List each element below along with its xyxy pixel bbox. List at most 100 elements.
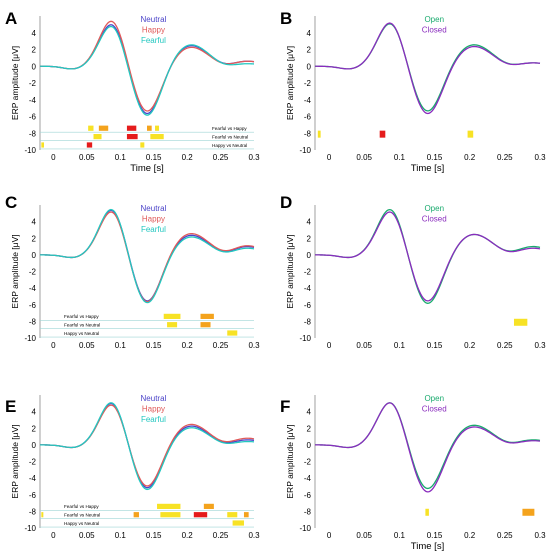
series-line-closed <box>314 22 541 115</box>
series-line-closed <box>315 211 541 302</box>
x-tick-label: 0.05 <box>356 153 372 162</box>
y-axis-label: ERP amplitude [μV] <box>285 424 295 498</box>
y-axis-label: ERP amplitude [μV] <box>285 46 295 120</box>
significance-bar <box>243 512 249 518</box>
x-tick-label: 0.2 <box>182 341 194 350</box>
series-line-open <box>314 23 541 112</box>
significance-bar <box>155 125 160 131</box>
series-line-neutral <box>40 209 255 302</box>
legend-entry: Happy <box>142 215 165 224</box>
y-tick-label: 2 <box>32 234 37 243</box>
significance-bar <box>133 512 139 518</box>
significance-bar <box>86 142 93 148</box>
panel-letter: D <box>280 193 292 212</box>
x-tick-label: 0.1 <box>394 341 406 350</box>
legend-entry: Fearful <box>141 415 166 424</box>
significance-bar <box>157 503 181 509</box>
x-tick-label: 0.15 <box>146 531 162 540</box>
panel-c: C 4 2 0 -2 -4 -6 -8 -10 0 0.05 0.1 0.15 0.2 0.25 0.3 ERP… <box>5 193 260 350</box>
y-tick-label: -10 <box>24 146 36 155</box>
x-tick-label: 0.2 <box>182 531 194 540</box>
y-tick-label: 0 <box>32 62 37 71</box>
y-tick-label: -6 <box>304 491 312 500</box>
y-tick-label: 2 <box>307 424 312 433</box>
y-tick-label: -10 <box>24 524 36 533</box>
legend-entry: Open <box>424 15 444 24</box>
x-axis-label: Time [s] <box>411 163 444 174</box>
y-tick-label: 4 <box>307 408 312 417</box>
significance-bar <box>93 134 102 140</box>
significance-bar <box>200 322 211 328</box>
x-axis-label: Time [s] <box>130 163 163 174</box>
y-tick-label: -8 <box>304 129 312 138</box>
y-tick-label: -6 <box>304 301 312 310</box>
x-axis-label: Time [s] <box>411 541 444 552</box>
panel-f: F 4 2 0 -2 -4 -6 -8 -10 0 0.05 0.1 0.15 0.2 0.25 0.3 Tim… <box>280 394 546 552</box>
x-tick-label: 0.3 <box>248 153 260 162</box>
legend-entry: Open <box>424 204 444 213</box>
y-tick-label: -2 <box>29 268 37 277</box>
significance-bar <box>167 322 178 328</box>
y-tick-label: 4 <box>307 218 312 227</box>
significance-bar <box>150 134 164 140</box>
x-tick-label: 0.3 <box>248 341 260 350</box>
legend-entry: Happy <box>142 405 165 414</box>
y-tick-label: -10 <box>299 334 311 343</box>
significance-bar <box>317 130 321 138</box>
y-tick-label: -2 <box>29 458 37 467</box>
x-tick-label: 0.1 <box>394 153 406 162</box>
x-tick-label: 0.05 <box>79 153 95 162</box>
significance-bar <box>140 142 145 148</box>
significance-bar <box>41 512 44 518</box>
x-tick-label: 0.25 <box>497 341 513 350</box>
y-tick-label: 2 <box>307 46 312 55</box>
y-tick-label: -4 <box>304 474 312 483</box>
y-axis-label: ERP amplitude [μV] <box>10 46 20 120</box>
x-tick-label: 0 <box>327 153 332 162</box>
significance-bar <box>200 313 214 319</box>
x-tick-label: 0.15 <box>427 341 443 350</box>
significance-bar <box>126 134 138 140</box>
x-tick-label: 0 <box>327 531 332 540</box>
legend-entry: Closed <box>422 26 447 35</box>
legend-entry: Happy <box>142 26 165 35</box>
legend-entry: Closed <box>422 405 447 414</box>
y-tick-label: 4 <box>32 29 37 38</box>
series-line-open <box>315 208 541 304</box>
significance-bar <box>163 313 181 319</box>
series-line-fearful <box>40 402 255 491</box>
y-axis-label: ERP amplitude [μV] <box>285 234 295 308</box>
significance-bar <box>203 503 214 509</box>
comparison-label: Fearful vs Happy <box>212 126 247 131</box>
y-tick-label: -2 <box>304 458 312 467</box>
significance-bar <box>232 520 244 526</box>
comparison-label: Happy vs Neutral <box>212 143 247 148</box>
y-tick-label: 2 <box>307 234 312 243</box>
y-tick-label: -8 <box>29 129 37 138</box>
y-tick-label: 4 <box>307 29 312 38</box>
y-tick-label: -10 <box>299 524 311 533</box>
x-tick-label: 0.3 <box>534 341 546 350</box>
significance-bar <box>227 512 238 518</box>
y-tick-label: -8 <box>29 317 37 326</box>
y-tick-label: -8 <box>304 317 312 326</box>
x-tick-label: 0.25 <box>213 153 229 162</box>
y-tick-label: -2 <box>304 268 312 277</box>
x-tick-label: 0.15 <box>146 341 162 350</box>
series-line-fearful <box>40 208 255 304</box>
significance-bar <box>227 330 238 336</box>
x-tick-label: 0.3 <box>248 531 260 540</box>
series-line-closed <box>315 402 541 493</box>
y-tick-label: -4 <box>304 284 312 293</box>
x-tick-label: 0 <box>51 531 56 540</box>
y-tick-label: 2 <box>32 424 37 433</box>
significance-bar <box>160 512 181 518</box>
series-line-fearful <box>39 25 255 116</box>
y-tick-label: -8 <box>304 507 312 516</box>
y-tick-label: -10 <box>24 334 36 343</box>
x-tick-label: 0.2 <box>464 531 476 540</box>
panel-letter: B <box>280 9 292 28</box>
x-tick-label: 0.05 <box>79 531 95 540</box>
y-tick-label: -2 <box>304 79 312 88</box>
